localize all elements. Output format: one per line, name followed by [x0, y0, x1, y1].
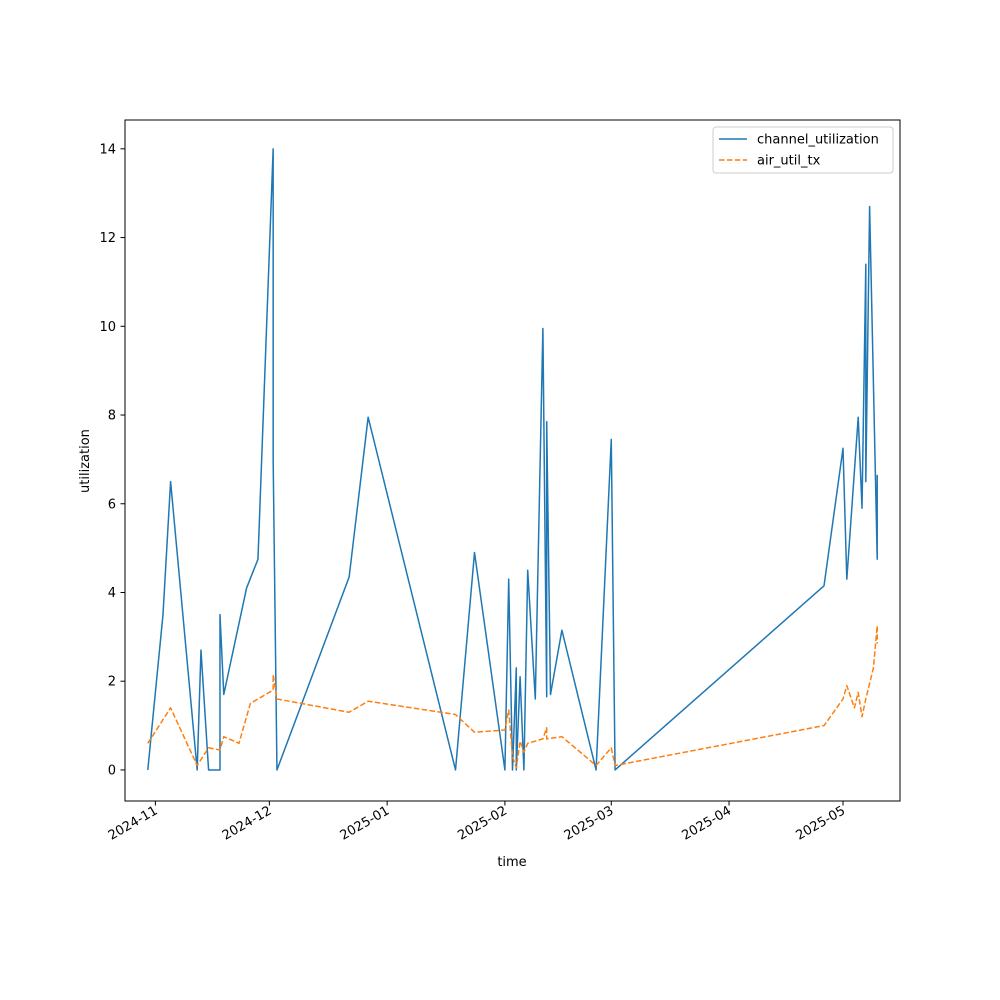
- plot-area: [147, 148, 878, 771]
- legend-label-channel-utilization: channel_utilization: [757, 133, 879, 148]
- axes-frame: [124, 119, 901, 802]
- y-tick-label: 8: [108, 409, 116, 424]
- series-line-air-util-tx: [147, 625, 878, 769]
- series-line-channel-utilization: [147, 148, 878, 771]
- y-axis-label: utilization: [78, 429, 93, 493]
- y-tick-label: 4: [108, 586, 116, 601]
- legend-box: [712, 126, 894, 174]
- legend-label-air-util-tx: air_util_tx: [757, 154, 821, 169]
- y-tick-label: 2: [108, 675, 116, 690]
- legend: channel_utilization air_util_tx: [712, 126, 894, 174]
- y-tick-label: 0: [108, 763, 116, 778]
- y-tick-label: 14: [99, 142, 116, 157]
- x-axis-label: time: [497, 855, 526, 870]
- y-tick-label: 12: [99, 231, 116, 246]
- y-tick-label: 6: [108, 497, 116, 512]
- y-axis: 0 2 4 6 8 10 12 14: [99, 142, 125, 778]
- y-tick-label: 10: [99, 320, 116, 335]
